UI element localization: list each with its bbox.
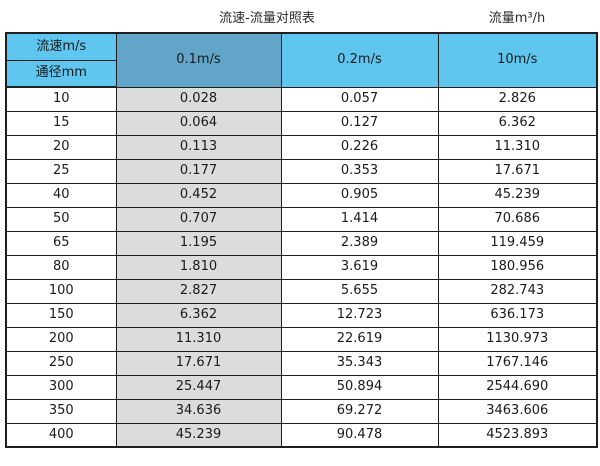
table-header: 流速m/s 0.1m/s 0.2m/s 10m/s 通径mm [5,32,598,88]
cell-flow-10ms: 2.826 [437,86,598,112]
cell-flow-0-2ms: 69.272 [280,398,439,424]
table-row: 25 0.177 0.353 17.671 [5,158,598,184]
table-body: 10 0.028 0.057 2.826 15 0.064 0.127 6.362 20 0.11… [5,86,598,448]
cell-flow-0-1ms: 6.362 [115,302,282,328]
flow-unit-label: 流量m³/h [488,11,546,26]
cell-flow-0-1ms: 45.239 [115,422,282,448]
cell-flow-10ms: 70.686 [437,206,598,232]
cell-diameter: 300 [5,374,117,400]
cell-flow-0-1ms: 34.636 [115,398,282,424]
cell-flow-10ms: 2544.690 [437,374,598,400]
cell-flow-0-2ms: 0.353 [280,158,439,184]
table-row: 400 45.239 90.478 4523.893 [5,422,598,448]
cell-flow-10ms: 636.173 [437,302,598,328]
cell-diameter: 25 [5,158,117,184]
cell-flow-0-1ms: 2.827 [115,278,282,304]
cell-flow-0-1ms: 0.064 [115,110,282,136]
cell-flow-10ms: 282.743 [437,278,598,304]
table-row: 10 0.028 0.057 2.826 [5,86,598,112]
table-row: 300 25.447 50.894 2544.690 [5,374,598,400]
cell-flow-10ms: 1130.973 [437,326,598,352]
cell-diameter: 250 [5,350,117,376]
cell-flow-0-1ms: 11.310 [115,326,282,352]
cell-diameter: 100 [5,278,117,304]
cell-diameter: 10 [5,86,117,112]
table-row: 250 17.671 35.343 1767.146 [5,350,598,376]
cell-flow-0-2ms: 3.619 [280,254,439,280]
cell-flow-10ms: 4523.893 [437,422,598,448]
cell-diameter: 350 [5,398,117,424]
table-row: 350 34.636 69.272 3463.606 [5,398,598,424]
page-title: 流速-流量对照表 [219,11,315,26]
cell-flow-0-1ms: 0.177 [115,158,282,184]
header-column-10ms: 10m/s [437,32,598,88]
cell-flow-10ms: 1767.146 [437,350,598,376]
cell-flow-0-2ms: 22.619 [280,326,439,352]
cell-flow-0-1ms: 1.810 [115,254,282,280]
table-row: 20 0.113 0.226 11.310 [5,134,598,160]
cell-diameter: 15 [5,110,117,136]
top-labels: 流速-流量对照表 流量m³/h [0,0,600,30]
cell-flow-0-1ms: 0.452 [115,182,282,208]
cell-flow-10ms: 45.239 [437,182,598,208]
header-column-0-2ms: 0.2m/s [280,32,439,88]
cell-flow-0-1ms: 0.028 [115,86,282,112]
cell-flow-0-1ms: 0.113 [115,134,282,160]
table-row: 150 6.362 12.723 636.173 [5,302,598,328]
cell-flow-0-1ms: 17.671 [115,350,282,376]
table-row: 200 11.310 22.619 1130.973 [5,326,598,352]
cell-flow-10ms: 119.459 [437,230,598,256]
table-row: 65 1.195 2.389 119.459 [5,230,598,256]
cell-diameter: 20 [5,134,117,160]
cell-diameter: 40 [5,182,117,208]
cell-flow-0-2ms: 1.414 [280,206,439,232]
header-row-top: 流速m/s 0.1m/s 0.2m/s 10m/s [5,32,598,88]
cell-flow-0-2ms: 35.343 [280,350,439,376]
cell-flow-0-2ms: 0.127 [280,110,439,136]
cell-flow-10ms: 6.362 [437,110,598,136]
cell-flow-0-2ms: 12.723 [280,302,439,328]
cell-diameter: 150 [5,302,117,328]
cell-diameter: 65 [5,230,117,256]
cell-flow-0-1ms: 25.447 [115,374,282,400]
header-velocity-label: 流速m/s [5,32,117,61]
cell-flow-0-2ms: 0.226 [280,134,439,160]
cell-flow-0-2ms: 0.057 [280,86,439,112]
table-row: 100 2.827 5.655 282.743 [5,278,598,304]
flow-rate-table: 流速m/s 0.1m/s 0.2m/s 10m/s 通径mm 10 0.028 0.… [5,32,598,448]
table-row: 50 0.707 1.414 70.686 [5,206,598,232]
cell-diameter: 400 [5,422,117,448]
cell-flow-10ms: 11.310 [437,134,598,160]
table-row: 80 1.810 3.619 180.956 [5,254,598,280]
cell-diameter: 80 [5,254,117,280]
cell-flow-0-1ms: 1.195 [115,230,282,256]
table-row: 15 0.064 0.127 6.362 [5,110,598,136]
cell-flow-0-2ms: 2.389 [280,230,439,256]
cell-flow-0-2ms: 0.905 [280,182,439,208]
cell-diameter: 200 [5,326,117,352]
cell-flow-0-1ms: 0.707 [115,206,282,232]
cell-flow-0-2ms: 50.894 [280,374,439,400]
header-column-0-1ms: 0.1m/s [115,32,282,88]
cell-flow-0-2ms: 5.655 [280,278,439,304]
header-diameter-label: 通径mm [5,59,117,88]
cell-flow-10ms: 180.956 [437,254,598,280]
cell-flow-10ms: 17.671 [437,158,598,184]
header-row-bottom: 通径mm [5,59,597,88]
cell-flow-0-2ms: 90.478 [280,422,439,448]
cell-flow-10ms: 3463.606 [437,398,598,424]
table-row: 40 0.452 0.905 45.239 [5,182,598,208]
cell-diameter: 50 [5,206,117,232]
